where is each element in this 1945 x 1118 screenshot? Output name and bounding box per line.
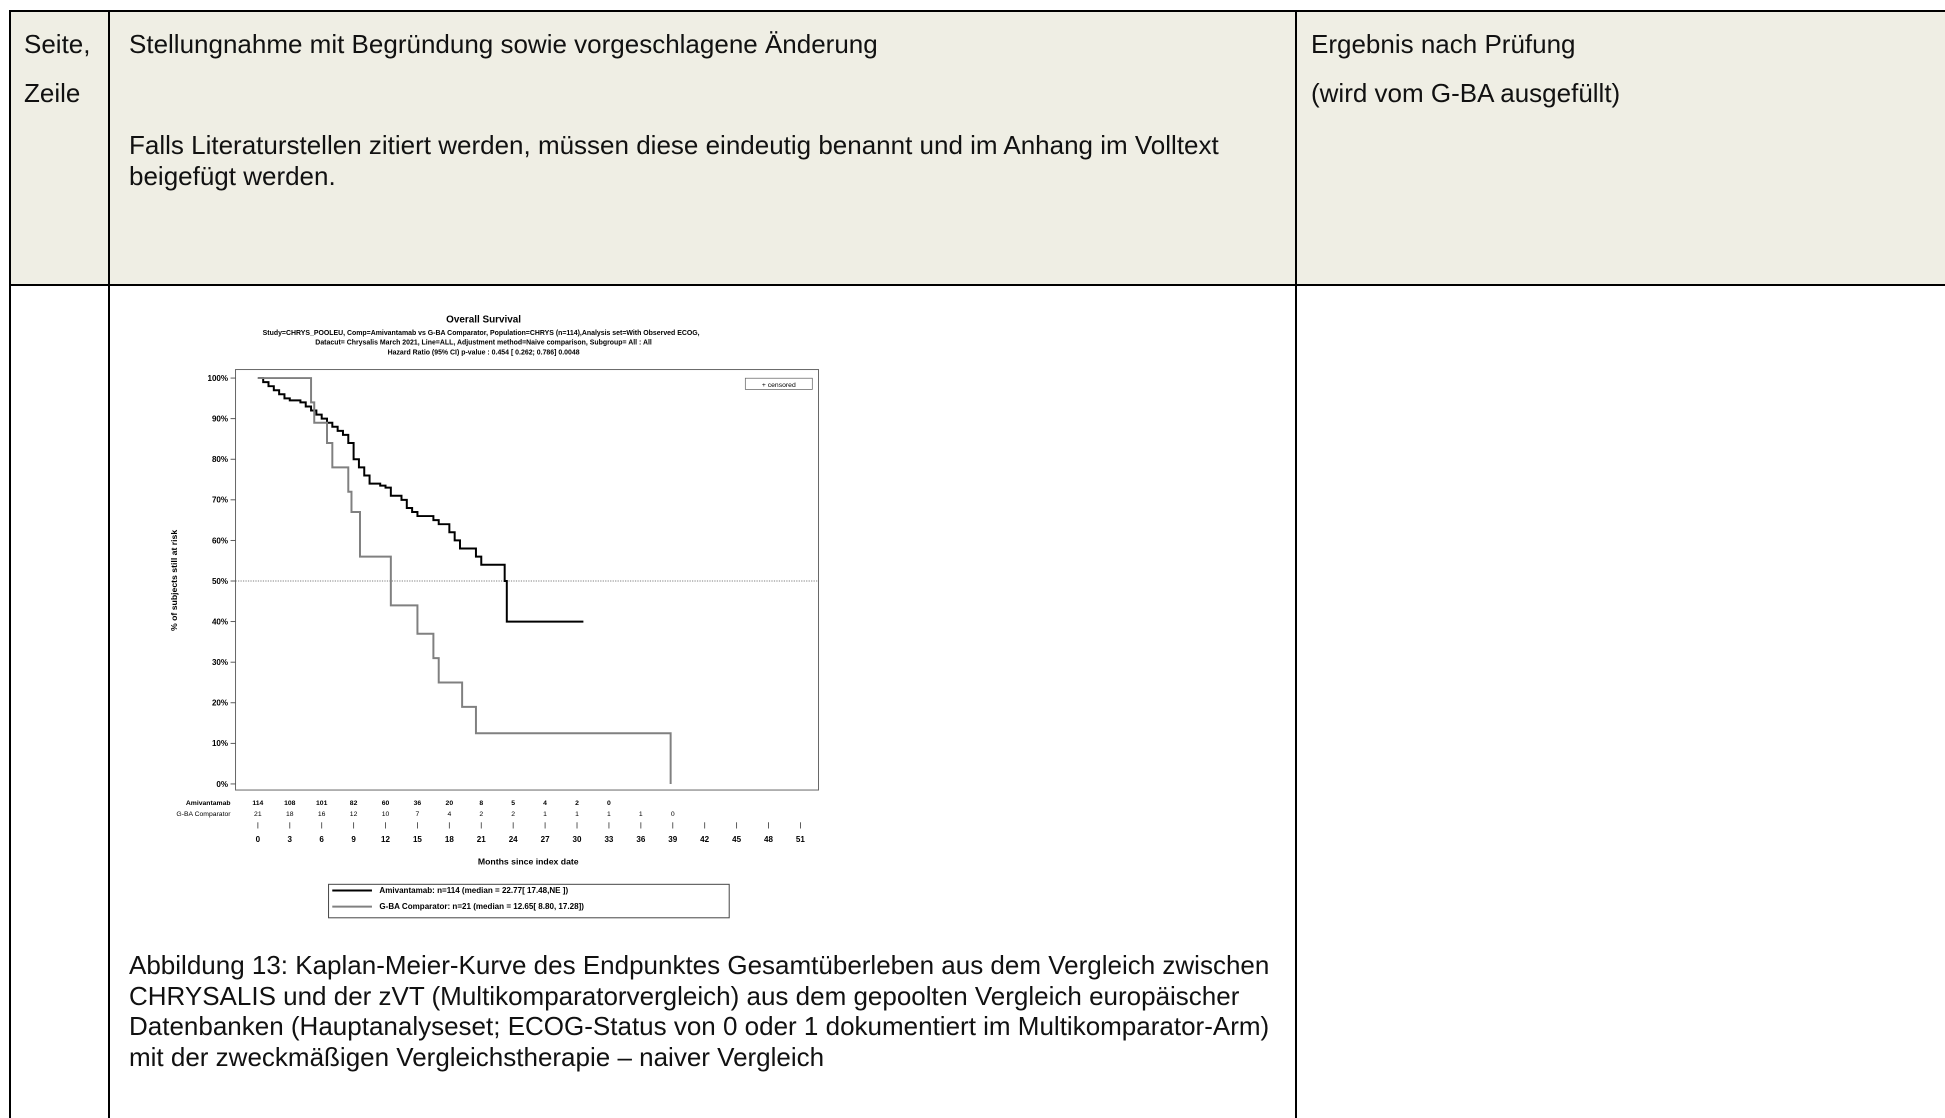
x-tick-label: 45	[732, 835, 741, 844]
risk-table-value: 2	[479, 811, 483, 818]
y-tick-label: 30%	[212, 658, 228, 667]
chart-subtitle: Hazard Ratio (95% CI) p-value : 0.454 [ …	[388, 350, 580, 357]
x-tick-label: 15	[413, 835, 422, 844]
x-tick-label: 9	[351, 835, 356, 844]
table-border	[108, 10, 110, 1118]
risk-table-value: 0	[671, 811, 675, 818]
x-tick-label: 18	[445, 835, 454, 844]
table-border	[10, 284, 1945, 286]
risk-table-value: 114	[252, 800, 263, 807]
legend-label: Amivantamab: n=114 (median = 22.77[ 17.4…	[379, 886, 568, 895]
x-tick-label: 36	[636, 835, 645, 844]
x-tick-label: 42	[700, 835, 709, 844]
header-text: Falls Literaturstellen zitiert werden, m…	[129, 130, 1219, 191]
y-axis-label: % of subjects still at risk	[169, 530, 179, 631]
header-background	[10, 10, 1945, 285]
legend-label: G-BA Comparator: n=21 (median = 12.65[ 8…	[379, 902, 584, 911]
x-axis-label: Months since index date	[478, 856, 579, 866]
risk-table-label: Amivantamab	[186, 800, 231, 807]
y-tick-label: 20%	[212, 699, 228, 708]
x-tick-label: 48	[764, 835, 773, 844]
y-tick-label: 50%	[212, 577, 228, 586]
x-tick-label: 39	[668, 835, 677, 844]
risk-table-value: 101	[316, 800, 328, 807]
risk-table-value: 10	[382, 811, 390, 818]
risk-table-value: 12	[350, 811, 358, 818]
risk-table-value: 82	[350, 800, 358, 807]
y-tick-label: 10%	[212, 739, 228, 748]
risk-table-value: 0	[607, 800, 611, 807]
risk-table-value: 2	[575, 800, 579, 807]
chart-background	[136, 310, 825, 924]
y-tick-label: 0%	[216, 780, 228, 789]
header-text: Ergebnis nach Prüfung	[1311, 29, 1576, 59]
legend-box	[328, 883, 730, 919]
chart-title: Overall Survival	[446, 314, 521, 325]
risk-table-value: 108	[284, 800, 296, 807]
chart-subtitle: Study=CHRYS_POOLEU, Comp=Amivantamab vs …	[263, 330, 700, 337]
y-tick-label: 70%	[212, 496, 228, 505]
y-tick-label: 60%	[212, 536, 228, 545]
chart-subtitle: Datacut= Chrysalis March 2021, Line=ALL,…	[315, 340, 652, 347]
x-tick-label: 21	[477, 835, 486, 844]
risk-table-value: 7	[416, 811, 420, 818]
risk-table-value: 21	[254, 811, 262, 818]
x-tick-label: 51	[796, 835, 805, 844]
header-text: (wird vom G-BA ausgefüllt)	[1311, 78, 1621, 108]
risk-table-value: 2	[511, 811, 515, 818]
survival-curve	[257, 377, 672, 784]
risk-table-value: 1	[607, 811, 611, 818]
plot-frame	[235, 369, 820, 791]
y-tick-label: 100%	[207, 374, 228, 383]
censored-legend: + censored	[762, 382, 796, 389]
x-tick-label: 3	[288, 835, 293, 844]
table-border	[9, 10, 11, 1118]
header-text: Stellungnahme mit Begründung sowie vorge…	[129, 29, 878, 59]
risk-table-value: 1	[575, 811, 579, 818]
header-text: Seite,	[24, 29, 91, 59]
header-text: Zeile	[24, 78, 81, 108]
table-border	[10, 10, 1945, 12]
x-tick-label: 0	[256, 835, 261, 844]
risk-table-value: 36	[414, 800, 422, 807]
risk-table-value: 1	[639, 811, 643, 818]
x-tick-label: 27	[541, 835, 550, 844]
risk-table-value: 5	[511, 800, 515, 807]
x-tick-label: 30	[573, 835, 582, 844]
figure-caption: Abbildung 13: Kaplan-Meier-Kurve des End…	[129, 950, 1270, 1072]
y-tick-label: 40%	[212, 617, 228, 626]
risk-table-value: 4	[447, 811, 451, 818]
risk-table-value: 20	[446, 800, 454, 807]
chart: Overall Survival Study=CHRYS_POOLEU, Com…	[136, 310, 825, 924]
risk-table-value: 16	[318, 811, 326, 818]
y-tick-label: 80%	[212, 455, 228, 464]
risk-table-value: 4	[543, 800, 547, 807]
x-tick-label: 24	[509, 835, 518, 844]
risk-table-value: 8	[479, 800, 483, 807]
x-tick-label: 6	[319, 835, 324, 844]
risk-table-label: G-BA Comparator	[176, 811, 231, 818]
risk-table-value: 1	[543, 811, 547, 818]
x-tick-label: 12	[381, 835, 390, 844]
y-tick-label: 90%	[212, 415, 228, 424]
x-tick-label: 33	[604, 835, 613, 844]
table-border	[1295, 10, 1297, 1118]
risk-table-value: 60	[382, 800, 390, 807]
survival-curve	[257, 377, 584, 623]
censored-legend-box	[744, 377, 813, 390]
risk-table-value: 18	[286, 811, 294, 818]
